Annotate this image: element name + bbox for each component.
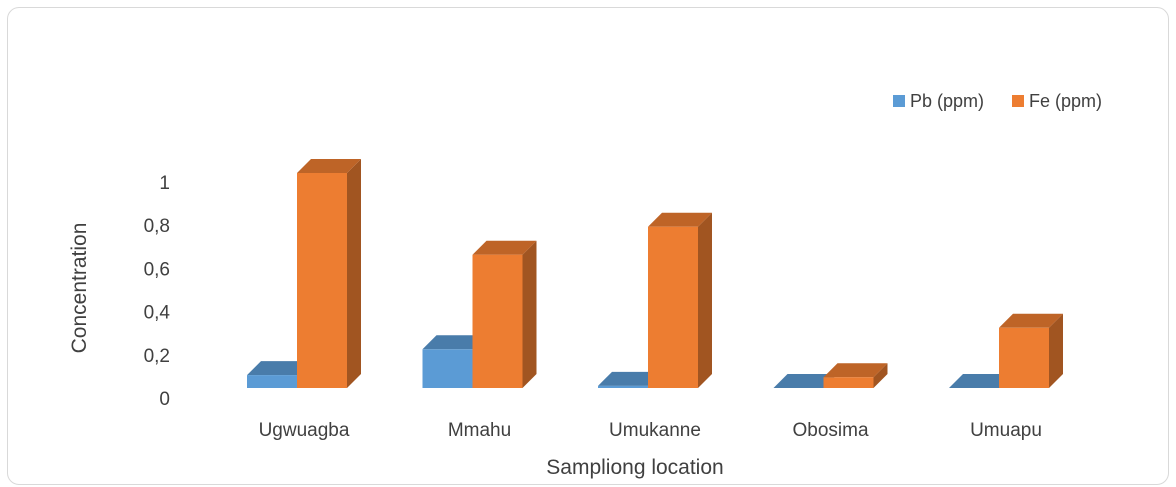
bar-front-face: [648, 226, 698, 388]
y-tick-label: 0: [159, 389, 170, 410]
legend-item-fe: Fe (ppm): [1012, 91, 1102, 111]
bar-top-face: [823, 363, 888, 378]
bar-pb-umuapu: [949, 374, 1013, 388]
y-tick-label: 1: [159, 173, 170, 194]
bar-side-face: [873, 363, 888, 388]
bar-front-face: [472, 254, 523, 388]
x-axis-title: Sampliong location: [546, 456, 723, 479]
bar-front-face: [598, 385, 648, 388]
chart-frame: [7, 7, 1169, 485]
legend-item-pb: Pb (ppm): [893, 91, 984, 111]
y-tick-label: 0,6: [144, 259, 170, 280]
x-tick-label: Obosima: [792, 420, 868, 441]
bar-top-face: [773, 374, 838, 388]
bar-fe-obosima: [823, 363, 888, 388]
legend-label: Fe (ppm): [1029, 91, 1102, 111]
bar-top-face: [247, 361, 311, 376]
x-tick-label: Ugwuagba: [259, 420, 350, 441]
bar-fe-ugwuagba: [297, 159, 361, 388]
legend-swatch: [893, 95, 905, 107]
x-axis-ticks: Ugwuagba Mmahu Umukanne Obosima Umuapu: [259, 420, 1042, 441]
bar-top-face: [297, 159, 361, 173]
y-tick-label: 0,4: [144, 303, 171, 324]
bar-side-face: [698, 212, 712, 388]
bar-side-face: [1049, 313, 1063, 388]
bar-top-face: [648, 212, 712, 227]
bar-front-face: [422, 349, 473, 388]
bar-side-face: [522, 240, 537, 388]
bar-fe-mmahu: [472, 240, 537, 388]
bar-front-face: [247, 375, 297, 388]
x-tick-label: Mmahu: [448, 420, 511, 441]
bar-pb-obosima: [773, 374, 838, 388]
y-tick-label: 0,8: [144, 216, 170, 237]
bar-top-face: [999, 313, 1063, 328]
bar-fe-umuapu: [999, 313, 1063, 388]
y-axis-title: Concentration: [68, 223, 91, 354]
x-tick-label: Umukanne: [609, 420, 701, 441]
bar-top-face: [949, 374, 1013, 388]
bar-front-face: [999, 327, 1049, 388]
legend: Pb (ppm) Fe (ppm): [893, 91, 1102, 111]
bar-front-face: [297, 173, 347, 388]
bar-side-face: [347, 159, 361, 388]
y-tick-label: 0,2: [144, 346, 170, 367]
bar-top-face: [598, 371, 662, 386]
bar-fe-umukanne: [648, 212, 712, 388]
bar-top-face: [472, 240, 537, 255]
bars-layer: [247, 159, 1063, 388]
bar-top-face: [422, 335, 487, 350]
y-axis-ticks: 0 0,2 0,4 0,6 0,8 1: [144, 173, 171, 410]
x-tick-label: Umuapu: [970, 420, 1042, 441]
legend-swatch: [1012, 95, 1024, 107]
legend-label: Pb (ppm): [910, 91, 984, 111]
bar-front-face: [823, 377, 874, 388]
